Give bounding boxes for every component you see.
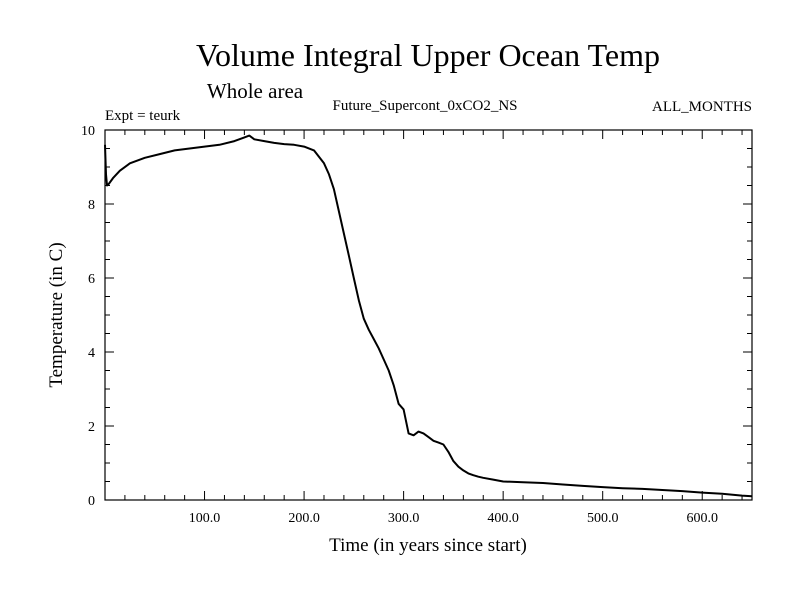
x-tick-label: 400.0 (487, 511, 519, 526)
tick-labels: 100.0 200.0 300.0 400.0 500.0 600.0 0 2 4 6 8 10 (81, 124, 718, 526)
months-label: ALL_MONTHS (652, 99, 752, 115)
experiment-label: Expt = teurk (105, 108, 181, 124)
y-axis-label: Temperature (in C) (46, 242, 67, 387)
y-tick-label: 8 (88, 198, 95, 213)
y-tick-label: 10 (81, 124, 95, 139)
run-label: Future_Supercont_0xCO2_NS (333, 98, 518, 114)
x-tick-label: 600.0 (686, 511, 718, 526)
x-tick-label: 200.0 (288, 511, 320, 526)
y-tick-label: 4 (88, 346, 95, 361)
y-tick-label: 2 (88, 420, 95, 435)
y-tick-label: 0 (88, 494, 95, 509)
x-axis-label: Time (in years since start) (329, 535, 527, 556)
x-tick-label: 300.0 (388, 511, 420, 526)
axis-ticks (105, 130, 752, 500)
y-tick-label: 6 (88, 272, 95, 287)
chart-subtitle: Whole area (207, 79, 304, 103)
series-line (104, 134, 753, 498)
chart-title: Volume Integral Upper Ocean Temp (196, 37, 660, 73)
x-tick-label: 100.0 (189, 511, 221, 526)
plot-frame (104, 129, 753, 501)
x-tick-label: 500.0 (587, 511, 619, 526)
